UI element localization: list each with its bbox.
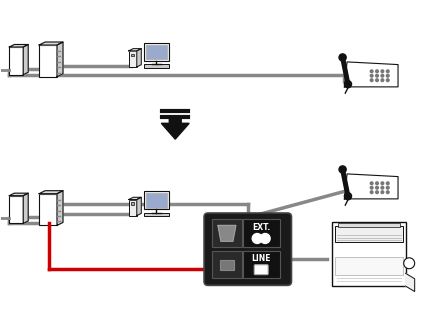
Circle shape	[344, 81, 351, 88]
FancyBboxPatch shape	[129, 51, 137, 67]
FancyBboxPatch shape	[9, 47, 23, 75]
Circle shape	[386, 182, 389, 185]
FancyBboxPatch shape	[254, 265, 268, 275]
FancyBboxPatch shape	[243, 220, 280, 247]
Circle shape	[370, 191, 373, 193]
Polygon shape	[39, 42, 63, 45]
Circle shape	[381, 186, 384, 189]
FancyBboxPatch shape	[243, 251, 280, 278]
FancyBboxPatch shape	[9, 196, 23, 223]
FancyBboxPatch shape	[204, 213, 292, 285]
Polygon shape	[344, 174, 398, 199]
Polygon shape	[23, 193, 28, 223]
Circle shape	[381, 70, 384, 72]
Circle shape	[386, 70, 389, 72]
Circle shape	[376, 70, 378, 72]
Circle shape	[376, 186, 378, 189]
Circle shape	[376, 191, 378, 193]
Polygon shape	[137, 49, 141, 67]
Circle shape	[370, 79, 373, 82]
Polygon shape	[57, 42, 63, 77]
Circle shape	[376, 182, 378, 185]
Circle shape	[339, 54, 346, 61]
FancyBboxPatch shape	[144, 43, 169, 61]
FancyBboxPatch shape	[144, 192, 169, 209]
Polygon shape	[129, 197, 141, 199]
FancyBboxPatch shape	[220, 260, 234, 270]
FancyBboxPatch shape	[332, 222, 405, 286]
Circle shape	[370, 186, 373, 189]
Circle shape	[381, 79, 384, 82]
Circle shape	[344, 193, 351, 200]
FancyBboxPatch shape	[130, 202, 134, 205]
FancyBboxPatch shape	[335, 226, 403, 242]
Polygon shape	[9, 44, 28, 47]
Polygon shape	[344, 62, 398, 87]
Polygon shape	[137, 197, 141, 215]
FancyBboxPatch shape	[338, 223, 400, 227]
Circle shape	[370, 70, 373, 72]
Circle shape	[381, 182, 384, 185]
Polygon shape	[57, 191, 63, 226]
Circle shape	[252, 233, 262, 243]
Circle shape	[260, 233, 270, 243]
FancyBboxPatch shape	[212, 251, 242, 278]
Circle shape	[386, 74, 389, 77]
Circle shape	[376, 74, 378, 77]
Circle shape	[381, 74, 384, 77]
Circle shape	[381, 191, 384, 193]
FancyBboxPatch shape	[39, 45, 57, 77]
Circle shape	[370, 74, 373, 77]
Circle shape	[404, 258, 415, 269]
FancyArrow shape	[162, 117, 189, 139]
FancyBboxPatch shape	[146, 193, 167, 208]
Polygon shape	[9, 193, 28, 196]
Text: LINE: LINE	[252, 255, 271, 263]
Polygon shape	[39, 191, 63, 194]
Circle shape	[386, 79, 389, 82]
FancyBboxPatch shape	[146, 45, 167, 59]
Circle shape	[339, 166, 346, 173]
FancyBboxPatch shape	[39, 194, 57, 226]
FancyBboxPatch shape	[129, 199, 137, 215]
Polygon shape	[23, 44, 28, 75]
FancyBboxPatch shape	[144, 64, 169, 68]
Circle shape	[376, 79, 378, 82]
FancyBboxPatch shape	[335, 257, 403, 275]
FancyBboxPatch shape	[130, 54, 134, 56]
Circle shape	[370, 182, 373, 185]
Polygon shape	[129, 49, 141, 51]
Circle shape	[386, 186, 389, 189]
Polygon shape	[218, 226, 236, 241]
Text: EXT.: EXT.	[252, 223, 270, 232]
FancyBboxPatch shape	[144, 213, 169, 216]
Polygon shape	[405, 273, 415, 291]
FancyBboxPatch shape	[212, 220, 242, 247]
Circle shape	[386, 191, 389, 193]
